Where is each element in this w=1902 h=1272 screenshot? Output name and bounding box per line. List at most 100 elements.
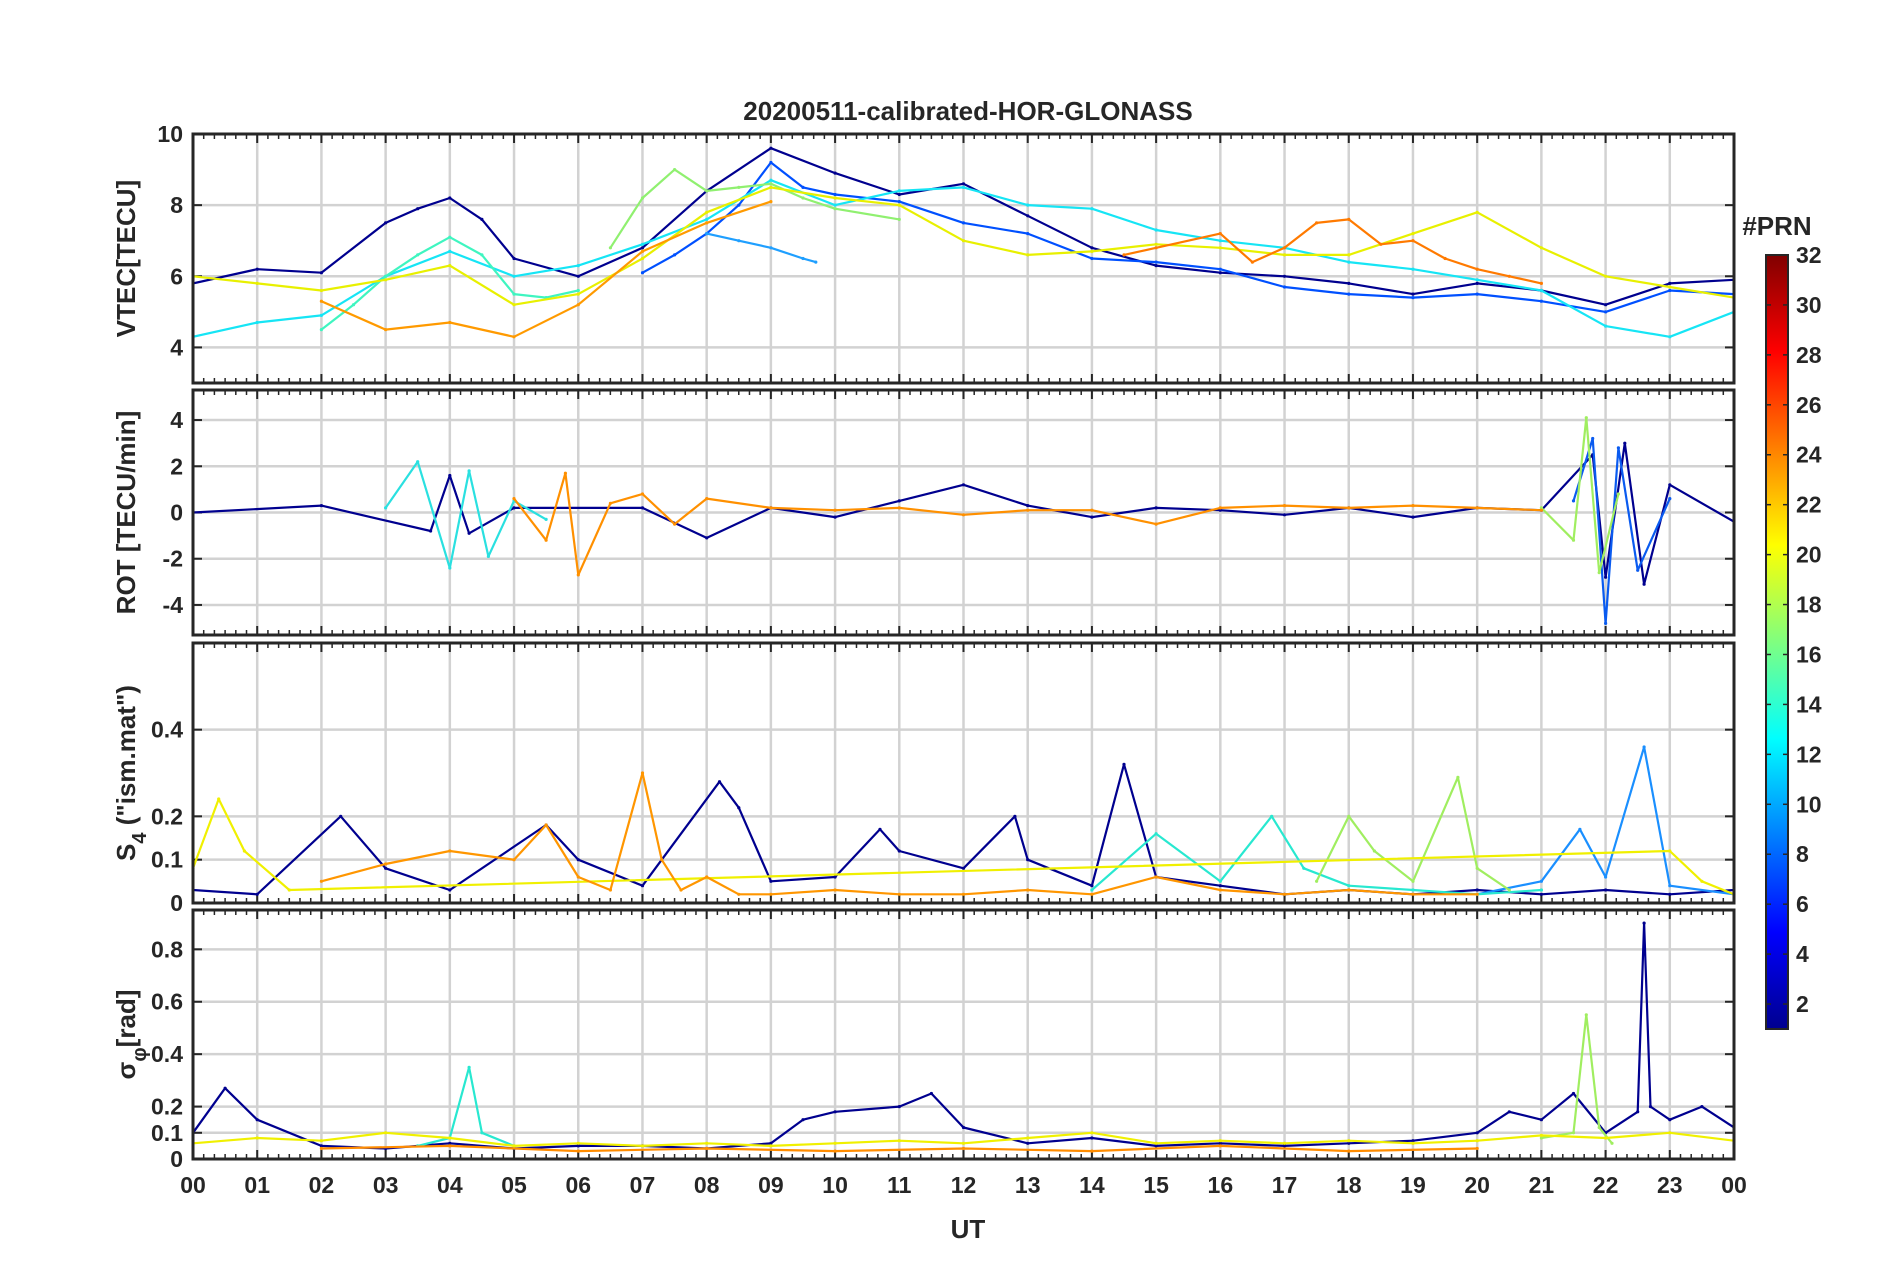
data-point	[961, 239, 966, 243]
data-point	[801, 185, 805, 189]
y-tick-label: 0.2	[151, 803, 183, 829]
data-point	[1648, 1105, 1653, 1109]
data-point	[833, 875, 837, 879]
data-point	[1347, 814, 1351, 818]
panel-rot: -4 -2 0 2 4 ROT [TECU/min]	[111, 388, 1736, 637]
data-point	[1090, 888, 1094, 892]
data-point	[1315, 879, 1319, 883]
data-point	[1539, 888, 1543, 892]
data-point	[673, 168, 677, 172]
data-point	[351, 303, 356, 307]
colorbar-tick-label: 22	[1796, 492, 1822, 518]
y-tick-label: 0.6	[151, 989, 183, 1015]
data-point	[255, 320, 259, 325]
data-point	[416, 253, 420, 257]
data-point	[1026, 1141, 1030, 1145]
data-point	[1668, 335, 1672, 339]
data-point	[1604, 1136, 1608, 1140]
data-point	[1604, 303, 1608, 307]
data-point	[679, 888, 683, 892]
data-point	[705, 497, 709, 501]
data-point	[1347, 1149, 1351, 1153]
data-point	[1026, 232, 1030, 236]
data-point	[1154, 522, 1158, 526]
data-point	[448, 320, 452, 325]
data-point	[640, 1144, 645, 1148]
y-tick-label: 0.2	[151, 1094, 183, 1120]
x-tick-label: 06	[565, 1172, 591, 1198]
data-point	[1282, 253, 1287, 257]
data-point	[1668, 1118, 1672, 1122]
data-point	[833, 508, 837, 512]
data-point	[1026, 214, 1030, 218]
data-point	[416, 207, 420, 211]
data-point	[448, 473, 452, 478]
series-line-prn-2	[193, 921, 1734, 1150]
data-point	[961, 892, 966, 896]
colorbar-tick-label: 28	[1796, 342, 1822, 368]
y-tick-label: 0.1	[151, 847, 183, 873]
data-point	[319, 299, 323, 303]
data-point	[1591, 436, 1595, 441]
data-point	[319, 1144, 323, 1148]
data-point	[1539, 281, 1543, 285]
data-point	[1475, 281, 1479, 285]
data-point	[1026, 203, 1030, 207]
data-point	[467, 1065, 471, 1069]
data-point	[961, 1146, 966, 1151]
data-point	[737, 806, 741, 810]
data-point	[544, 823, 548, 827]
data-point	[384, 866, 388, 870]
data-point	[769, 182, 773, 186]
colorbar-tick-label: 4	[1796, 941, 1809, 967]
colorbar-tick-label: 16	[1796, 641, 1822, 667]
data-point	[1571, 1131, 1576, 1135]
data-point	[1411, 296, 1415, 300]
data-point	[1411, 504, 1415, 508]
data-point	[1668, 281, 1672, 285]
x-tick-label: 21	[1529, 1172, 1555, 1198]
data-point	[1282, 246, 1287, 250]
colorbar-tick-label: 20	[1796, 542, 1822, 568]
data-point	[1013, 814, 1017, 818]
y-tick-label: 0.4	[151, 717, 183, 743]
data-point	[737, 185, 741, 189]
data-point	[673, 253, 677, 257]
x-axis-label: UT	[951, 1214, 986, 1244]
x-tick-label: 15	[1143, 1172, 1169, 1198]
y-axis-label: S4 ("ism.mat")	[111, 685, 151, 861]
data-point	[1443, 256, 1447, 261]
data-point	[1282, 1141, 1287, 1145]
data-point	[448, 1136, 452, 1140]
series-line-prn-22	[321, 1144, 1478, 1153]
colorbar-tick-label: 32	[1796, 242, 1822, 268]
data-point	[897, 203, 901, 207]
y-tick-label: 0	[170, 890, 183, 916]
data-point	[1475, 1131, 1479, 1135]
data-point	[1347, 1141, 1351, 1145]
data-point	[897, 192, 901, 197]
data-point	[1218, 271, 1222, 275]
x-tick-label: 08	[694, 1172, 720, 1198]
data-point	[769, 185, 773, 189]
data-point	[512, 256, 516, 261]
data-point	[384, 328, 388, 332]
data-point	[1154, 260, 1158, 264]
data-point	[640, 771, 645, 775]
data-point	[1218, 1144, 1222, 1148]
data-point	[1347, 281, 1351, 285]
data-point	[255, 267, 259, 271]
data-point	[1475, 278, 1479, 282]
x-tick-label: 20	[1464, 1172, 1490, 1198]
data-point	[1090, 207, 1094, 211]
data-point	[576, 303, 580, 307]
data-point	[512, 506, 516, 510]
data-point	[448, 249, 452, 253]
data-point	[1154, 1144, 1158, 1148]
data-point	[1507, 1110, 1511, 1114]
data-point	[640, 249, 645, 253]
data-point	[1539, 1136, 1543, 1140]
data-point	[1507, 888, 1511, 892]
data-point	[1636, 568, 1640, 572]
data-point	[1411, 267, 1415, 271]
